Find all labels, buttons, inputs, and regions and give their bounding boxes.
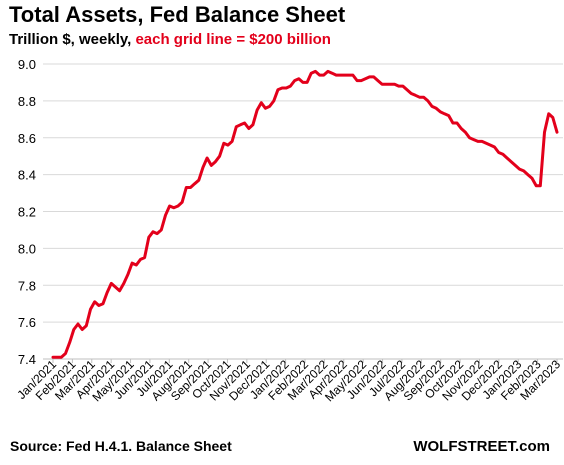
source-note: Source: Fed H.4.1. Balance Sheet — [10, 438, 232, 454]
y-tick-label: 8.2 — [18, 205, 36, 220]
y-tick-label: 8.8 — [18, 94, 36, 109]
brand-label: WOLFSTREET.com — [413, 438, 550, 455]
y-axis: 7.4 7.6 7.8 8.0 8.2 8.4 8.6 8.8 9.0 — [18, 57, 36, 367]
chart-title: Total Assets, Fed Balance Sheet — [9, 2, 346, 27]
x-axis: Jan/2021Feb/2021Mar/2021Apr/2021May/2021… — [14, 357, 563, 404]
y-tick-label: 7.4 — [18, 352, 36, 367]
series-line — [51, 69, 559, 359]
subtitle-units: Trillion $, weekly, — [9, 31, 136, 48]
series-group — [51, 69, 559, 359]
y-tick-label: 7.8 — [18, 278, 36, 293]
y-tick-label: 9.0 — [18, 57, 36, 72]
grid-lines — [43, 63, 563, 360]
chart-subtitle: Trillion $, weekly, each grid line = $20… — [9, 31, 331, 48]
y-tick-label: 8.0 — [18, 241, 36, 256]
y-tick-label: 8.6 — [18, 131, 36, 146]
y-tick-label: 8.4 — [18, 168, 36, 183]
subtitle-grid-note: each grid line = $200 billion — [135, 31, 331, 48]
y-tick-label: 7.6 — [18, 315, 36, 330]
